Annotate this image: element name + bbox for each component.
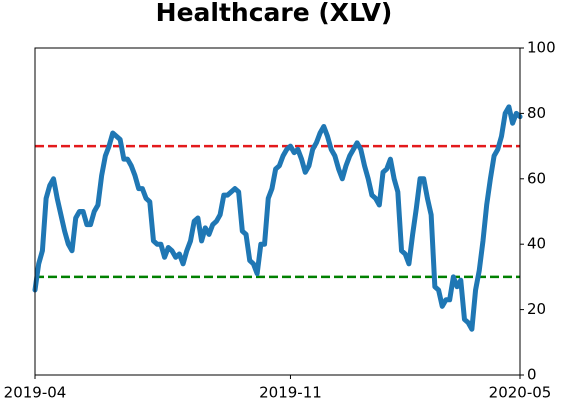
plot-frame xyxy=(34,47,521,376)
y-tick-label: 60 xyxy=(527,169,546,187)
y-tick-label: 80 xyxy=(527,104,546,122)
x-tick-label: 2019-11 xyxy=(259,384,322,402)
y-tick-label: 20 xyxy=(527,300,546,318)
x-tick-label: 2020-05 xyxy=(489,384,552,402)
y-tick-label: 0 xyxy=(527,366,537,384)
y-tick-label: 40 xyxy=(527,235,546,253)
y-tick-label: 100 xyxy=(527,39,556,57)
chart-title: Healthcare (XLV) xyxy=(156,0,393,27)
data-line xyxy=(32,104,523,332)
x-tick-label: 2019-04 xyxy=(4,384,67,402)
